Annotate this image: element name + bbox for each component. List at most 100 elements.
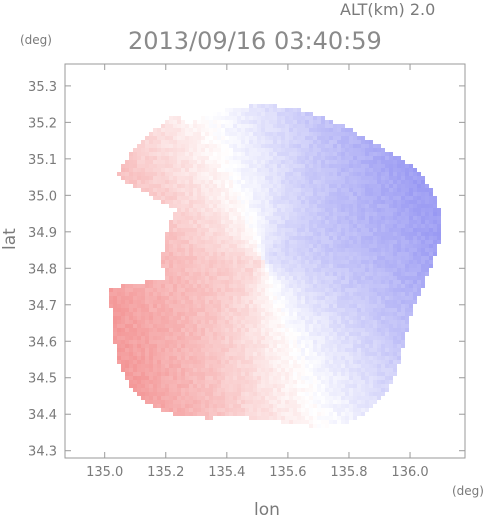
velocity-cell xyxy=(245,308,249,312)
velocity-cell xyxy=(309,268,313,272)
velocity-cell xyxy=(261,368,265,372)
velocity-cell xyxy=(261,284,265,288)
velocity-cell xyxy=(217,144,221,148)
velocity-cell xyxy=(237,296,241,300)
velocity-cell xyxy=(281,276,285,280)
velocity-cell xyxy=(333,160,337,164)
velocity-cell xyxy=(381,204,385,208)
velocity-cell xyxy=(133,156,137,160)
velocity-cell xyxy=(237,140,241,144)
velocity-cell xyxy=(289,236,293,240)
velocity-cell xyxy=(353,180,357,184)
velocity-cell xyxy=(213,180,217,184)
velocity-cell xyxy=(213,152,217,156)
velocity-cell xyxy=(161,252,165,256)
velocity-cell xyxy=(117,288,121,292)
velocity-cell xyxy=(185,388,189,392)
velocity-cell xyxy=(381,264,385,268)
velocity-cell xyxy=(321,252,325,256)
velocity-cell xyxy=(257,332,261,336)
velocity-cell xyxy=(369,324,373,328)
velocity-cell xyxy=(225,116,229,120)
velocity-cell xyxy=(401,192,405,196)
velocity-cell xyxy=(237,244,241,248)
velocity-cell xyxy=(289,228,293,232)
velocity-cell xyxy=(269,264,273,268)
velocity-cell xyxy=(233,312,237,316)
velocity-cell xyxy=(361,280,365,284)
velocity-cell xyxy=(377,384,381,388)
velocity-cell xyxy=(189,348,193,352)
velocity-cell xyxy=(225,252,229,256)
velocity-cell xyxy=(121,312,125,316)
velocity-cell xyxy=(277,168,281,172)
velocity-cell xyxy=(205,224,209,228)
velocity-cell xyxy=(233,348,237,352)
velocity-cell xyxy=(265,284,269,288)
velocity-cell xyxy=(405,196,409,200)
velocity-cell xyxy=(141,140,145,144)
velocity-cell xyxy=(217,212,221,216)
velocity-cell xyxy=(405,324,409,328)
velocity-cell xyxy=(253,120,257,124)
velocity-cell xyxy=(345,200,349,204)
velocity-cell xyxy=(265,364,269,368)
velocity-cell xyxy=(245,260,249,264)
velocity-cell xyxy=(121,172,125,176)
velocity-cell xyxy=(185,176,189,180)
velocity-cell xyxy=(401,276,405,280)
velocity-cell xyxy=(381,328,385,332)
velocity-cell xyxy=(293,316,297,320)
velocity-cell xyxy=(201,364,205,368)
x-axis-unit: (deg) xyxy=(452,484,484,498)
velocity-cell xyxy=(173,256,177,260)
velocity-cell xyxy=(281,208,285,212)
velocity-cell xyxy=(273,160,277,164)
velocity-cell xyxy=(245,204,249,208)
velocity-cell xyxy=(341,400,345,404)
velocity-cell xyxy=(293,324,297,328)
velocity-cell xyxy=(185,192,189,196)
velocity-cell xyxy=(229,108,233,112)
velocity-cell xyxy=(173,396,177,400)
velocity-cell xyxy=(129,312,133,316)
velocity-cell xyxy=(309,400,313,404)
velocity-cell xyxy=(237,292,241,296)
velocity-cell xyxy=(189,208,193,212)
velocity-cell xyxy=(217,320,221,324)
velocity-cell xyxy=(373,208,377,212)
velocity-cell xyxy=(289,288,293,292)
velocity-cell xyxy=(173,184,177,188)
velocity-cell xyxy=(269,368,273,372)
velocity-cell xyxy=(277,152,281,156)
velocity-cell xyxy=(161,396,165,400)
velocity-cell xyxy=(365,192,369,196)
velocity-cell xyxy=(237,372,241,376)
velocity-cell xyxy=(349,208,353,212)
velocity-cell xyxy=(277,316,281,320)
velocity-cell xyxy=(137,304,141,308)
velocity-cell xyxy=(137,172,141,176)
velocity-cell xyxy=(261,260,265,264)
velocity-cell xyxy=(329,232,333,236)
velocity-cell xyxy=(225,148,229,152)
velocity-cell xyxy=(405,228,409,232)
velocity-cell xyxy=(217,192,221,196)
velocity-cell xyxy=(189,292,193,296)
velocity-cell xyxy=(325,400,329,404)
velocity-cell xyxy=(213,372,217,376)
velocity-cell xyxy=(253,340,257,344)
velocity-cell xyxy=(265,352,269,356)
velocity-cell xyxy=(373,196,377,200)
velocity-cell xyxy=(309,168,313,172)
velocity-cell xyxy=(201,220,205,224)
velocity-cell xyxy=(193,396,197,400)
velocity-cell xyxy=(433,228,437,232)
velocity-cell xyxy=(221,308,225,312)
velocity-cell xyxy=(417,228,421,232)
velocity-cell xyxy=(349,404,353,408)
velocity-cell xyxy=(413,192,417,196)
velocity-cell xyxy=(401,336,405,340)
velocity-cell xyxy=(161,184,165,188)
velocity-cell xyxy=(241,316,245,320)
